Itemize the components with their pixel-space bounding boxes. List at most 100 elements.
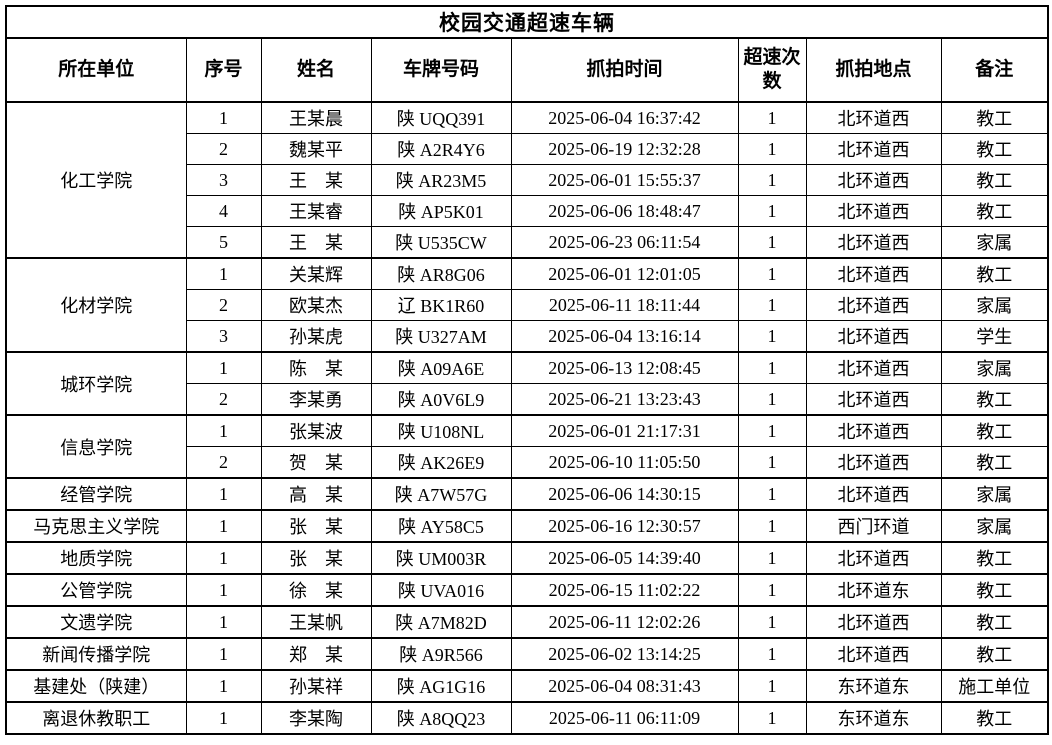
location-cell: 北环道西 [805,195,942,227]
location-cell: 北环道西 [805,477,942,511]
table-row: 离退休教职工 1 李某陶陕 A8QQ23 2025-06-11 06:11:09 1 东环… [5,701,1049,735]
name-cell: 郑 某 [260,637,372,671]
name-cell: 王某帆 [260,605,372,639]
location-cell: 北环道西 [805,637,942,671]
table-title: 校园交通超速车辆 [5,5,1049,39]
count-cell: 1 [737,541,807,575]
remark-cell: 教工 [940,414,1049,447]
count-cell: 1 [737,226,807,259]
plate-cell: 陕 A09A6E [370,351,512,384]
table-row: 地质学院 1 张 某陕 UM003R 2025-06-05 14:39:40 1 北环道西… [5,541,1049,575]
plate-cell: 陕 U108NL [370,414,512,447]
speeding-vehicles-table: 校园交通超速车辆 所在单位 序号 姓名 车牌号码 抓拍时间 超速次数 抓拍地点 … [5,5,1049,735]
remark-cell: 教工 [940,573,1049,607]
count-cell: 1 [737,320,807,353]
seq-cell: 1 [185,637,262,671]
count-cell: 1 [737,383,807,416]
col-header-name: 姓名 [260,37,372,103]
location-cell: 北环道西 [805,226,942,259]
unit-cell: 化工学院 [5,101,187,259]
plate-cell: 陕 AR8G06 [370,257,512,290]
count-cell: 1 [737,573,807,607]
time-cell: 2025-06-15 11:02:22 [510,573,739,607]
location-cell: 北环道东 [805,573,942,607]
seq-cell: 1 [185,541,262,575]
table-row: 城环学院 1 陈 某陕 A09A6E 2025-06-13 12:08:45 1 北环道西… [5,351,1049,416]
seq-cell: 5 [185,226,262,259]
plate-cell: 陕 UQQ391 [370,101,512,134]
name-cell: 张 某 [260,509,372,543]
table-row: 2 李某勇陕 A0V6L9 2025-06-21 13:23:43 1 北环道西 教工 [6,383,1049,416]
name-cell: 王某晨 [260,101,372,134]
unit-cell: 经管学院 [5,477,187,511]
col-header-location: 抓拍地点 [805,37,942,103]
count-cell: 1 [737,101,807,134]
seq-cell: 1 [185,701,262,735]
name-cell: 孙某祥 [260,669,372,703]
col-header-count: 超速次数 [737,37,807,103]
plate-cell: 陕 U535CW [370,226,512,259]
seq-cell: 1 [185,414,262,447]
time-cell: 2025-06-04 16:37:42 [510,101,739,134]
count-cell: 1 [737,133,807,165]
count-cell: 1 [737,637,807,671]
remark-cell: 教工 [940,446,1049,479]
time-cell: 2025-06-16 12:30:57 [510,509,739,543]
remark-cell: 教工 [940,605,1049,639]
seq-cell: 3 [185,164,262,196]
plate-cell: 陕 AG1G16 [370,669,512,703]
table-row: 信息学院 1 张某波陕 U108NL 2025-06-01 21:17:31 1 北环道西… [5,414,1049,479]
count-cell: 1 [737,414,807,447]
table-row: 2 欧某杰辽 BK1R60 2025-06-11 18:11:44 1 北环道西 家属 [6,289,1049,321]
time-cell: 2025-06-21 13:23:43 [510,383,739,416]
seq-cell: 1 [185,101,262,134]
name-cell: 李某勇 [260,383,372,416]
seq-cell: 1 [185,351,262,384]
name-cell: 王某睿 [260,195,372,227]
seq-cell: 1 [185,509,262,543]
location-cell: 北环道西 [805,133,942,165]
table-row: 化工学院 1 王某晨陕 UQQ391 2025-06-04 16:37:42 1 北环道西… [5,101,1049,259]
header-row: 所在单位 序号 姓名 车牌号码 抓拍时间 超速次数 抓拍地点 备注 [5,37,1049,103]
count-cell: 1 [737,477,807,511]
count-cell: 1 [737,605,807,639]
count-cell: 1 [737,289,807,321]
remark-cell: 教工 [940,257,1049,290]
col-header-plate: 车牌号码 [370,37,512,103]
unit-cell: 信息学院 [5,414,187,479]
seq-cell: 2 [185,289,262,321]
count-cell: 1 [737,701,807,735]
plate-cell: 陕 AR23M5 [370,164,512,196]
seq-cell: 2 [185,133,262,165]
plate-cell: 陕 AP5K01 [370,195,512,227]
time-cell: 2025-06-04 13:16:14 [510,320,739,353]
col-header-unit: 所在单位 [5,37,187,103]
remark-cell: 教工 [940,701,1049,735]
seq-cell: 2 [185,383,262,416]
location-cell: 东环道东 [805,701,942,735]
remark-cell: 教工 [940,637,1049,671]
seq-cell: 3 [185,320,262,353]
name-cell: 李某陶 [260,701,372,735]
remark-cell: 施工单位 [940,669,1049,703]
location-cell: 北环道西 [805,101,942,134]
remark-cell: 教工 [940,541,1049,575]
location-cell: 北环道西 [805,289,942,321]
remark-cell: 家属 [940,509,1049,543]
plate-cell: 陕 A7M82D [370,605,512,639]
name-cell: 王 某 [260,164,372,196]
location-cell: 北环道西 [805,414,942,447]
plate-cell: 陕 A8QQ23 [370,701,512,735]
plate-cell: 陕 AY58C5 [370,509,512,543]
table-row: 2 魏某平陕 A2R4Y6 2025-06-19 12:32:28 1 北环道西 教工 [6,133,1049,165]
remark-cell: 家属 [940,351,1049,384]
remark-cell: 家属 [940,477,1049,511]
name-cell: 张 某 [260,541,372,575]
time-cell: 2025-06-13 12:08:45 [510,351,739,384]
location-cell: 北环道西 [805,605,942,639]
time-cell: 2025-06-19 12:32:28 [510,133,739,165]
col-header-remark: 备注 [940,37,1049,103]
